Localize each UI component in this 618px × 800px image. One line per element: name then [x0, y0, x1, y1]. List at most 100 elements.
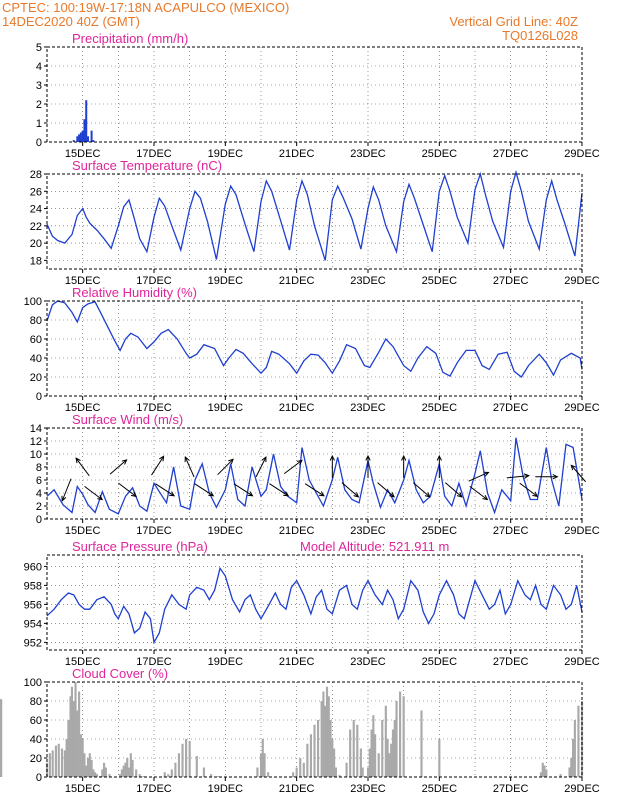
- cloud-bar: [349, 729, 352, 777]
- y-tick-label: 954: [24, 618, 42, 630]
- wind-arrow: [519, 482, 539, 498]
- panel-title: Surface Pressure (hPa): [72, 539, 208, 554]
- cloud-bar: [256, 767, 259, 777]
- cloud-bar: [88, 753, 91, 777]
- cloud-bar: [381, 720, 384, 777]
- wind-arrow-shaft: [519, 482, 538, 497]
- cloud-bar: [108, 774, 111, 777]
- wind-arrow-shaft: [304, 483, 325, 497]
- wind-arrow: [506, 473, 530, 479]
- cloud-bar: [390, 743, 393, 777]
- cloud-bar: [70, 686, 74, 777]
- wind-arrow: [84, 485, 104, 501]
- cloud-bar: [352, 720, 355, 777]
- cloud-bar: [395, 701, 398, 777]
- precip-bar: [76, 136, 79, 142]
- wind-arrow-head: [208, 491, 215, 497]
- wind-arrow: [401, 454, 407, 478]
- x-tick-label: 25DEC: [422, 148, 458, 160]
- panel-title: Precipitation (mm/h): [72, 31, 188, 46]
- cloud-bar: [181, 743, 184, 777]
- x-tick-label: 19DEC: [208, 783, 244, 795]
- cloud-bar: [167, 774, 170, 777]
- cloud-bar: [126, 758, 129, 777]
- cloud-bar: [69, 696, 72, 777]
- y-tick-label: 5: [36, 42, 42, 54]
- cloud-bar: [174, 762, 177, 777]
- wind-arrow-shaft: [469, 485, 488, 501]
- wind-arrow-head: [532, 491, 539, 498]
- header-date: 14DEC2020 40Z (GMT): [2, 14, 140, 29]
- y-tick-label: 956: [24, 599, 42, 611]
- cloud-bar: [402, 696, 405, 777]
- panel-frame: [46, 554, 583, 651]
- series-line: [46, 437, 583, 515]
- x-tick-label: 15DEC: [65, 783, 101, 795]
- wind-arrow: [255, 456, 267, 478]
- cloud-bar: [573, 720, 576, 777]
- x-tick-label: 19DEC: [208, 275, 244, 287]
- y-tick-label: 4: [36, 61, 42, 73]
- x-tick-label: 21DEC: [279, 148, 315, 160]
- cloud-bar: [334, 767, 337, 777]
- wind-arrow-shaft: [341, 482, 359, 498]
- panel-title: Surface Temperature (nC): [72, 158, 222, 173]
- cloud-bar: [135, 769, 138, 777]
- wind-arrow: [184, 456, 195, 478]
- cloud-bar: [261, 739, 264, 777]
- cloud-bar: [386, 739, 389, 777]
- y-tick-label: 0: [36, 514, 42, 526]
- cloud-bar: [102, 762, 106, 777]
- x-tick-label: 17DEC: [136, 783, 172, 795]
- cloud-bar: [374, 734, 377, 777]
- x-tick-label: 19DEC: [208, 148, 244, 160]
- cloud-bar: [541, 762, 544, 777]
- wind-arrow-head: [401, 454, 407, 461]
- wind-arrow-head: [389, 492, 395, 498]
- wind-arrow-head: [296, 459, 303, 466]
- wind-arrow-shaft: [155, 483, 175, 497]
- wind-arrow-shaft: [570, 464, 586, 483]
- cloud-bar: [57, 743, 60, 777]
- cloud-bar: [316, 720, 320, 777]
- precip-bar: [92, 140, 95, 142]
- x-tick-label: 27DEC: [493, 148, 529, 160]
- x-tick-label: 19DEC: [208, 525, 244, 537]
- wind-arrow-head: [61, 495, 67, 502]
- x-tick-label: 15DEC: [65, 656, 101, 668]
- y-tick-label: 22: [30, 221, 42, 233]
- cloud-bar: [95, 774, 99, 777]
- x-tick-label: 15DEC: [65, 402, 101, 414]
- y-tick-label: 8: [36, 462, 42, 474]
- x-tick-label: 21DEC: [279, 525, 315, 537]
- cloud-bar: [559, 774, 562, 777]
- x-tick-label: 25DEC: [422, 402, 458, 414]
- wind-arrow-head: [247, 491, 254, 497]
- wind-arrow: [155, 483, 176, 497]
- y-tick-label: 60: [30, 715, 42, 727]
- series-line: [46, 169, 583, 261]
- panel-frame: [46, 300, 583, 397]
- wind-arrow-shaft: [412, 482, 431, 498]
- cloud-bar: [384, 705, 387, 777]
- cloud-bar: [295, 767, 298, 777]
- cloud-bar: [391, 729, 395, 777]
- cloud-bar: [0, 699, 3, 777]
- cloud-bar: [67, 720, 70, 777]
- wind-arrow-head: [169, 491, 176, 497]
- wind-arrow-shaft: [269, 483, 289, 497]
- cloud-bar: [65, 739, 68, 777]
- cloud-bar: [372, 715, 375, 777]
- panel-precipitation: Precipitation (mm/h) 0 1 2 3 4 5 15DEC 17DEC 19DE…: [36, 31, 600, 160]
- wind-arrow-shaft: [109, 459, 127, 475]
- wind-arrow: [468, 471, 490, 482]
- cloud-bar: [572, 739, 575, 777]
- precip-bar: [72, 140, 75, 142]
- cloud-bar: [393, 720, 396, 777]
- x-tick-label: 19DEC: [208, 656, 244, 668]
- precip-bar: [79, 132, 82, 142]
- y-tick-label: 100: [24, 677, 42, 689]
- wind-arrow-head: [184, 456, 190, 463]
- y-tick-label: 1: [36, 118, 42, 130]
- wind-arrow-shaft: [217, 458, 234, 476]
